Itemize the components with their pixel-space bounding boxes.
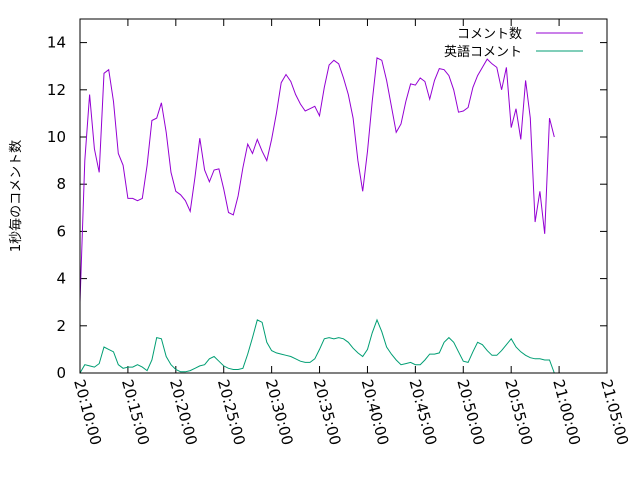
x-axis: 20:10:00 20:15:00 20:20:00 20:25:00 20:30:00… <box>70 19 632 447</box>
y-tick-label: 2 <box>56 317 66 335</box>
legend-label-1: 英語コメント <box>444 44 522 60</box>
x-tick-label: 20:45:00 <box>405 377 440 447</box>
plot-frame <box>79 18 608 374</box>
y-tick-label: 6 <box>56 222 66 240</box>
x-tick-label: 21:00:00 <box>549 377 584 447</box>
x-tick-label: 20:35:00 <box>310 377 345 447</box>
x-tick-label: 20:55:00 <box>501 377 536 447</box>
y-tick-label: 4 <box>56 270 66 288</box>
x-tick-label: 20:40:00 <box>358 377 393 447</box>
plot-area <box>79 57 555 374</box>
x-tick-label: 20:50:00 <box>453 377 488 447</box>
y-axis-label: 1秒毎のコメント数 <box>8 140 24 252</box>
x-tick-label: 20:10:00 <box>70 377 105 447</box>
series-line-1 <box>79 318 555 374</box>
x-tick-label: 20:15:00 <box>118 377 153 447</box>
y-tick-label: 10 <box>47 128 66 146</box>
x-tick-label: 21:05:00 <box>597 377 632 447</box>
y-tick-label: 0 <box>56 364 66 382</box>
legend-label-0: コメント数 <box>457 27 522 42</box>
y-tick-label: 12 <box>47 81 66 99</box>
x-tick-label: 20:20:00 <box>166 377 201 447</box>
x-tick-label: 20:30:00 <box>262 377 297 447</box>
y-axis: 0 2 4 6 8 10 12 14 <box>47 34 607 382</box>
x-tick-label: 20:25:00 <box>214 377 249 447</box>
y-tick-label: 8 <box>56 175 66 193</box>
y-tick-label: 14 <box>47 34 66 52</box>
series-line-0 <box>79 57 555 303</box>
